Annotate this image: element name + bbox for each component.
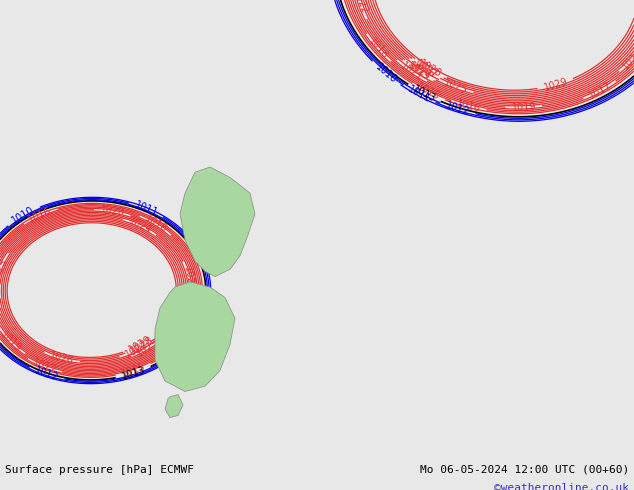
Text: 1011: 1011 — [133, 199, 160, 218]
Text: 1023: 1023 — [404, 60, 430, 82]
Polygon shape — [180, 167, 255, 277]
Text: 1019: 1019 — [511, 102, 536, 113]
Text: 1019: 1019 — [0, 329, 23, 354]
Text: 1029: 1029 — [127, 334, 153, 355]
Text: 1018: 1018 — [366, 36, 390, 61]
Text: 1013: 1013 — [120, 365, 147, 382]
Text: 1016: 1016 — [455, 98, 482, 114]
Text: 1011: 1011 — [406, 84, 432, 105]
Text: Mo 06-05-2024 12:00 UTC (00+60): Mo 06-05-2024 12:00 UTC (00+60) — [420, 465, 629, 475]
Text: 1028: 1028 — [417, 58, 444, 80]
Text: 1018: 1018 — [143, 214, 169, 235]
Text: 1017: 1017 — [587, 80, 613, 101]
Text: ©weatheronline.co.uk: ©weatheronline.co.uk — [494, 483, 629, 490]
Text: 1015: 1015 — [415, 82, 441, 102]
Text: 1025: 1025 — [443, 78, 469, 96]
Text: 1026: 1026 — [411, 58, 437, 80]
Text: 1024: 1024 — [127, 216, 153, 236]
Text: 1028: 1028 — [129, 335, 155, 356]
Polygon shape — [155, 282, 235, 392]
Text: Surface pressure [hPa] ECMWF: Surface pressure [hPa] ECMWF — [5, 465, 194, 475]
Text: 1025: 1025 — [134, 337, 160, 359]
Text: 1026: 1026 — [49, 350, 75, 367]
Text: 1024: 1024 — [407, 60, 433, 82]
Text: 1017: 1017 — [31, 357, 58, 376]
Text: 1016: 1016 — [27, 206, 53, 225]
Text: 1015: 1015 — [120, 362, 147, 379]
Text: 1023: 1023 — [0, 256, 10, 283]
Text: 1012: 1012 — [34, 366, 60, 383]
Text: 1029: 1029 — [542, 76, 569, 93]
Text: 1013: 1013 — [411, 83, 437, 104]
Text: 1012: 1012 — [444, 100, 471, 118]
Text: 1022: 1022 — [351, 0, 369, 16]
Text: 1020: 1020 — [100, 204, 126, 219]
Text: 1010: 1010 — [373, 62, 399, 85]
Polygon shape — [165, 394, 183, 417]
Text: 1027: 1027 — [124, 340, 150, 360]
Text: 1020: 1020 — [620, 47, 634, 71]
Text: 1027: 1027 — [414, 58, 441, 80]
Text: 1022: 1022 — [182, 266, 196, 292]
Text: 1021: 1021 — [399, 60, 424, 82]
Text: 1021: 1021 — [172, 310, 193, 336]
Text: 1010: 1010 — [10, 205, 36, 226]
